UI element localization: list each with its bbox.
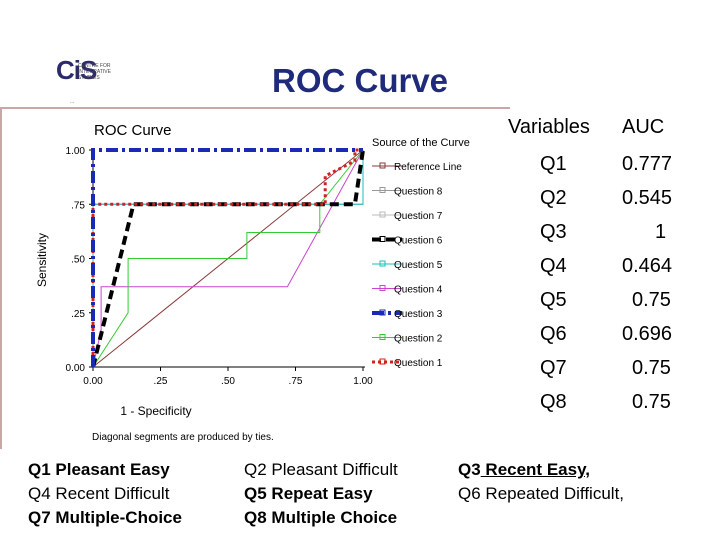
x-axis-label: 1 - Specificity: [120, 404, 191, 418]
y-axis-label: Sensitivity: [35, 233, 49, 287]
logo-subtext: CENTRE FOR INTEGRATIVE STUDIES: [78, 63, 111, 81]
variable-cell: Q4: [540, 254, 567, 277]
legend-marker: [379, 211, 386, 218]
legend-label: Reference Line: [394, 162, 462, 173]
question-key-item: Q2 Pleasant Difficult: [244, 460, 398, 479]
auc-cell: 0.464: [622, 254, 673, 277]
legend-marker: [379, 162, 386, 169]
table-row: Q1 0.777: [500, 147, 706, 181]
legend-marker: [379, 334, 386, 340]
series-line: [91, 149, 365, 368]
logo-tagline: ...: [70, 99, 75, 105]
variable-cell: Q1: [540, 152, 567, 175]
question-key-item: Q6 Repeated Difficult,: [458, 484, 625, 503]
legend-label: Question 2: [394, 334, 443, 345]
legend-label: Question 4: [394, 285, 443, 296]
legend-marker: [379, 260, 386, 267]
x-tick-label: .25: [154, 376, 168, 387]
header-auc: AUC: [622, 115, 665, 138]
question-key-col1: Q1 Pleasant Easy Q4 Recent Difficult Q7 …: [28, 458, 182, 530]
series-line: [92, 149, 364, 368]
question-key-item: Q8 Multiple Choice: [244, 508, 398, 527]
auc-cell: 0.75: [632, 390, 671, 413]
table-row: Q5 0.75: [500, 283, 706, 317]
legend-label: Question 1: [394, 358, 443, 369]
y-tick-label: .50: [71, 255, 85, 266]
legend-label: Question 3: [394, 309, 443, 320]
legend-marker: [379, 187, 386, 193]
chart-title: ROC Curve: [94, 122, 172, 139]
x-tick-label: .50: [221, 376, 235, 387]
variable-cell: Q6: [540, 322, 567, 345]
y-tick-label: .25: [71, 309, 85, 320]
variable-cell: Q8: [540, 390, 567, 413]
question-key-item: Q5 Repeat Easy: [244, 484, 373, 503]
question-key-item: Q1 Pleasant Easy: [28, 460, 170, 479]
auc-table: Variables AUC Q1 0.777 Q2 0.545 Q3 1 Q4 0.46…: [500, 107, 706, 419]
legend-label: Question 6: [394, 236, 443, 247]
logo-text: CiS: [56, 55, 97, 85]
table-row: Q7 0.75: [500, 351, 706, 385]
legend-marker: [379, 285, 386, 291]
auc-cell: 0.75: [632, 356, 671, 379]
legend-marker: [379, 358, 386, 365]
variable-cell: Q5: [540, 288, 567, 311]
variable-cell: Q7: [540, 356, 567, 379]
legend-label: Question 7: [394, 211, 443, 222]
question-key-item: Q3 Recent Easy,: [458, 460, 590, 479]
question-key-col3: Q3 Recent Easy, Q6 Repeated Difficult,: [458, 458, 624, 506]
legend-label: Question 5: [394, 260, 443, 271]
x-tick-label: 1.00: [353, 376, 373, 387]
table-row: Q8 0.75: [500, 385, 706, 419]
table-row: Q2 0.545: [500, 181, 706, 215]
auc-cell: 0.75: [632, 288, 671, 311]
table-row: Q4 0.464: [500, 249, 706, 283]
table-row: Q6 0.696: [500, 317, 706, 351]
legend-label: Question 8: [394, 187, 443, 198]
y-tick-label: 0.00: [66, 363, 86, 374]
table-row: Q3 1: [500, 215, 706, 249]
chart-frame: [0, 107, 510, 449]
auc-cell: 0.696: [622, 322, 673, 345]
chart-footnote: Diagonal segments are produced by ties.: [92, 432, 274, 443]
y-tick-label: 1.00: [66, 146, 86, 157]
auc-cell: 0.777: [622, 152, 673, 175]
series-line: [92, 149, 364, 368]
x-tick-label: 0.00: [83, 376, 103, 387]
question-key-col2: Q2 Pleasant Difficult Q5 Repeat Easy Q8 …: [244, 458, 398, 530]
x-tick-label: .75: [289, 376, 303, 387]
slide-title: ROC Curve: [272, 62, 449, 99]
auc-cell: 0.545: [622, 186, 673, 209]
legend-marker: [379, 309, 386, 316]
question-key-item: Q7 Multiple-Choice: [28, 508, 182, 527]
variable-cell: Q3: [540, 220, 567, 243]
logo: CiS CENTRE FOR INTEGRATIVE STUDIES ...: [50, 55, 130, 107]
series-line: [91, 148, 363, 367]
question-key-item: Q4 Recent Difficult: [28, 484, 170, 503]
series-line: [92, 150, 364, 367]
variable-cell: Q2: [540, 186, 567, 209]
y-tick-label: .75: [71, 200, 85, 211]
legend-marker: [379, 236, 386, 242]
header-variables: Variables: [508, 115, 590, 138]
auc-cell: 1: [655, 220, 667, 243]
auc-table-header: Variables AUC: [500, 107, 706, 147]
legend-title: Source of the Curve: [372, 137, 470, 149]
